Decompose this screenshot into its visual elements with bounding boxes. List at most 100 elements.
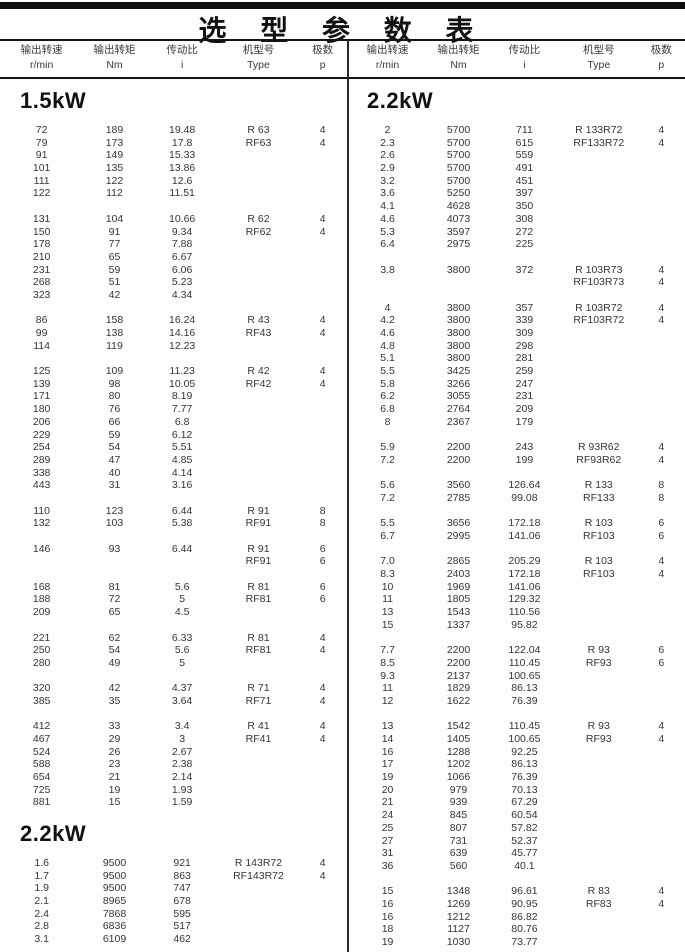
column-header-type: 机型号 Type xyxy=(560,43,638,76)
cell-ratio: 678 xyxy=(173,894,191,907)
cell-ratio: 231 xyxy=(515,390,534,403)
cell-poles xyxy=(298,238,347,251)
cell-ratio: 6.67 xyxy=(171,250,193,263)
table-row: 5.6 3560 126.64 R 133 8 xyxy=(347,479,685,492)
row-group: 3.8 3800 372 R 103R73 4 RF103R73 4 xyxy=(347,264,685,289)
cell-torque: 135 xyxy=(105,162,124,175)
table-row: 188 72 5 RF81 6 xyxy=(0,593,347,606)
cell-speed: 8.5 xyxy=(380,656,395,669)
cell-poles: 4 xyxy=(319,365,326,378)
cell-poles: 4 xyxy=(319,869,326,882)
cell-type: R 103R73 xyxy=(575,263,623,276)
cell-ratio: 57.82 xyxy=(511,821,538,834)
table-row: 2.6 5700 559 xyxy=(347,149,685,162)
cell-ratio: 6.06 xyxy=(171,263,193,276)
cell-speed: 146 xyxy=(32,542,51,555)
cell-torque: 62 xyxy=(108,631,121,644)
cell-type xyxy=(219,784,299,797)
table-row: 150 91 9.34 RF62 4 xyxy=(0,226,347,239)
cell-ratio: 309 xyxy=(515,327,534,339)
cell-poles: 6 xyxy=(658,644,665,657)
cell-poles: 4 xyxy=(319,124,326,136)
cell-torque: 5700 xyxy=(446,124,471,136)
row-group: 125 109 11.23 R 42 4 139 98 10.05 RF42 4 171 80 8.19… xyxy=(0,365,347,492)
cell-poles xyxy=(298,289,347,302)
table-row: 7.7 2200 122.04 R 93 6 xyxy=(347,644,685,657)
cell-type xyxy=(560,822,638,835)
cell-type xyxy=(560,670,638,683)
table-row: 254 54 5.51 xyxy=(0,441,347,454)
cell-type xyxy=(560,593,638,606)
table-row: 27 731 52.37 xyxy=(347,835,685,848)
cell-speed: 2.6 xyxy=(380,149,395,162)
column-unit: Type xyxy=(587,59,611,71)
cell-speed: 178 xyxy=(32,238,51,251)
cell-torque: 2200 xyxy=(446,453,471,466)
table-row: 19 1066 76.39 xyxy=(347,771,685,784)
cell-speed: 254 xyxy=(32,441,51,454)
cell-type xyxy=(560,695,638,708)
table-row: 467 29 3 RF41 4 xyxy=(0,733,347,746)
table-row: 280 49 5 xyxy=(0,657,347,670)
cell-ratio: 243 xyxy=(515,441,534,454)
cell-ratio: 126.64 xyxy=(508,479,541,492)
cell-ratio: 1.59 xyxy=(171,796,193,809)
cell-speed: 467 xyxy=(32,733,51,745)
cell-type: RF93 xyxy=(585,656,612,669)
cell-type: R 103R72 xyxy=(575,301,623,314)
cell-poles xyxy=(298,933,347,946)
cell-speed: 4.6 xyxy=(380,327,395,339)
cell-ratio: 6.8 xyxy=(174,415,190,428)
cell-ratio: 5 xyxy=(179,656,186,669)
cell-ratio: 13.86 xyxy=(169,162,196,175)
table-row: RF91 6 xyxy=(0,555,347,568)
cell-torque: 4073 xyxy=(446,212,471,225)
cell-torque: 3560 xyxy=(446,479,471,492)
cell-ratio: 12.23 xyxy=(169,339,196,352)
cell-torque: 3055 xyxy=(446,390,471,403)
cell-poles: 4 xyxy=(658,885,665,898)
cell-ratio: 86.13 xyxy=(511,682,538,695)
top-black-bar xyxy=(0,2,685,9)
cell-poles xyxy=(638,606,685,619)
cell-ratio: 16.24 xyxy=(169,314,196,327)
cell-speed: 16 xyxy=(381,910,394,923)
cell-poles xyxy=(298,251,347,264)
table-row: 168 81 5.6 R 81 6 xyxy=(0,581,347,594)
cell-poles xyxy=(298,746,347,759)
cell-torque: 3800 xyxy=(446,352,471,365)
column-header-row: 输出转速 r/min 输出转矩 Nm 传动比 i 机型号 Type 极数 p 输出转速 r/min 输… xyxy=(0,43,685,76)
cell-torque: 59 xyxy=(108,428,121,441)
cell-ratio: 6.44 xyxy=(171,504,193,517)
table-row: 14 1405 100.65 RF93 4 xyxy=(347,733,685,746)
cell-ratio: 5.51 xyxy=(171,441,193,454)
row-group: 4 3800 357 R 103R72 4 4.2 3800 339 RF103R72 4 4.6 3… xyxy=(347,302,685,429)
cell-ratio: 95.82 xyxy=(511,618,538,631)
cell-torque: 2367 xyxy=(446,415,471,428)
row-group: 110 123 6.44 R 91 8 132 103 5.38 RF91 8 xyxy=(0,505,347,530)
cell-type xyxy=(219,251,299,264)
cell-torque: 1805 xyxy=(446,593,471,606)
cell-type xyxy=(560,390,638,403)
cell-torque: 138 xyxy=(105,327,124,339)
cell-type xyxy=(560,619,638,632)
cell-ratio: 5.6 xyxy=(174,580,190,593)
cell-speed: 72 xyxy=(35,124,48,136)
cell-torque: 173 xyxy=(105,136,124,149)
cell-poles: 4 xyxy=(319,136,326,149)
cell-speed: 3.8 xyxy=(380,263,395,276)
cell-speed xyxy=(347,276,428,289)
table-row: 5.3 3597 272 xyxy=(347,226,685,239)
table-row: 6.7 2995 141.06 RF103 6 xyxy=(347,530,685,543)
cell-type: R 93R62 xyxy=(578,441,620,454)
cell-ratio: 2.38 xyxy=(171,758,193,771)
cell-torque: 42 xyxy=(108,682,121,695)
cell-speed: 2.9 xyxy=(380,162,395,175)
cell-speed: 4.2 xyxy=(380,314,395,327)
table-row: 11 1829 86.13 xyxy=(347,682,685,695)
cell-speed: 188 xyxy=(32,593,51,606)
cell-speed: 91 xyxy=(35,149,48,162)
cell-poles xyxy=(298,149,347,162)
cell-type xyxy=(560,682,638,695)
